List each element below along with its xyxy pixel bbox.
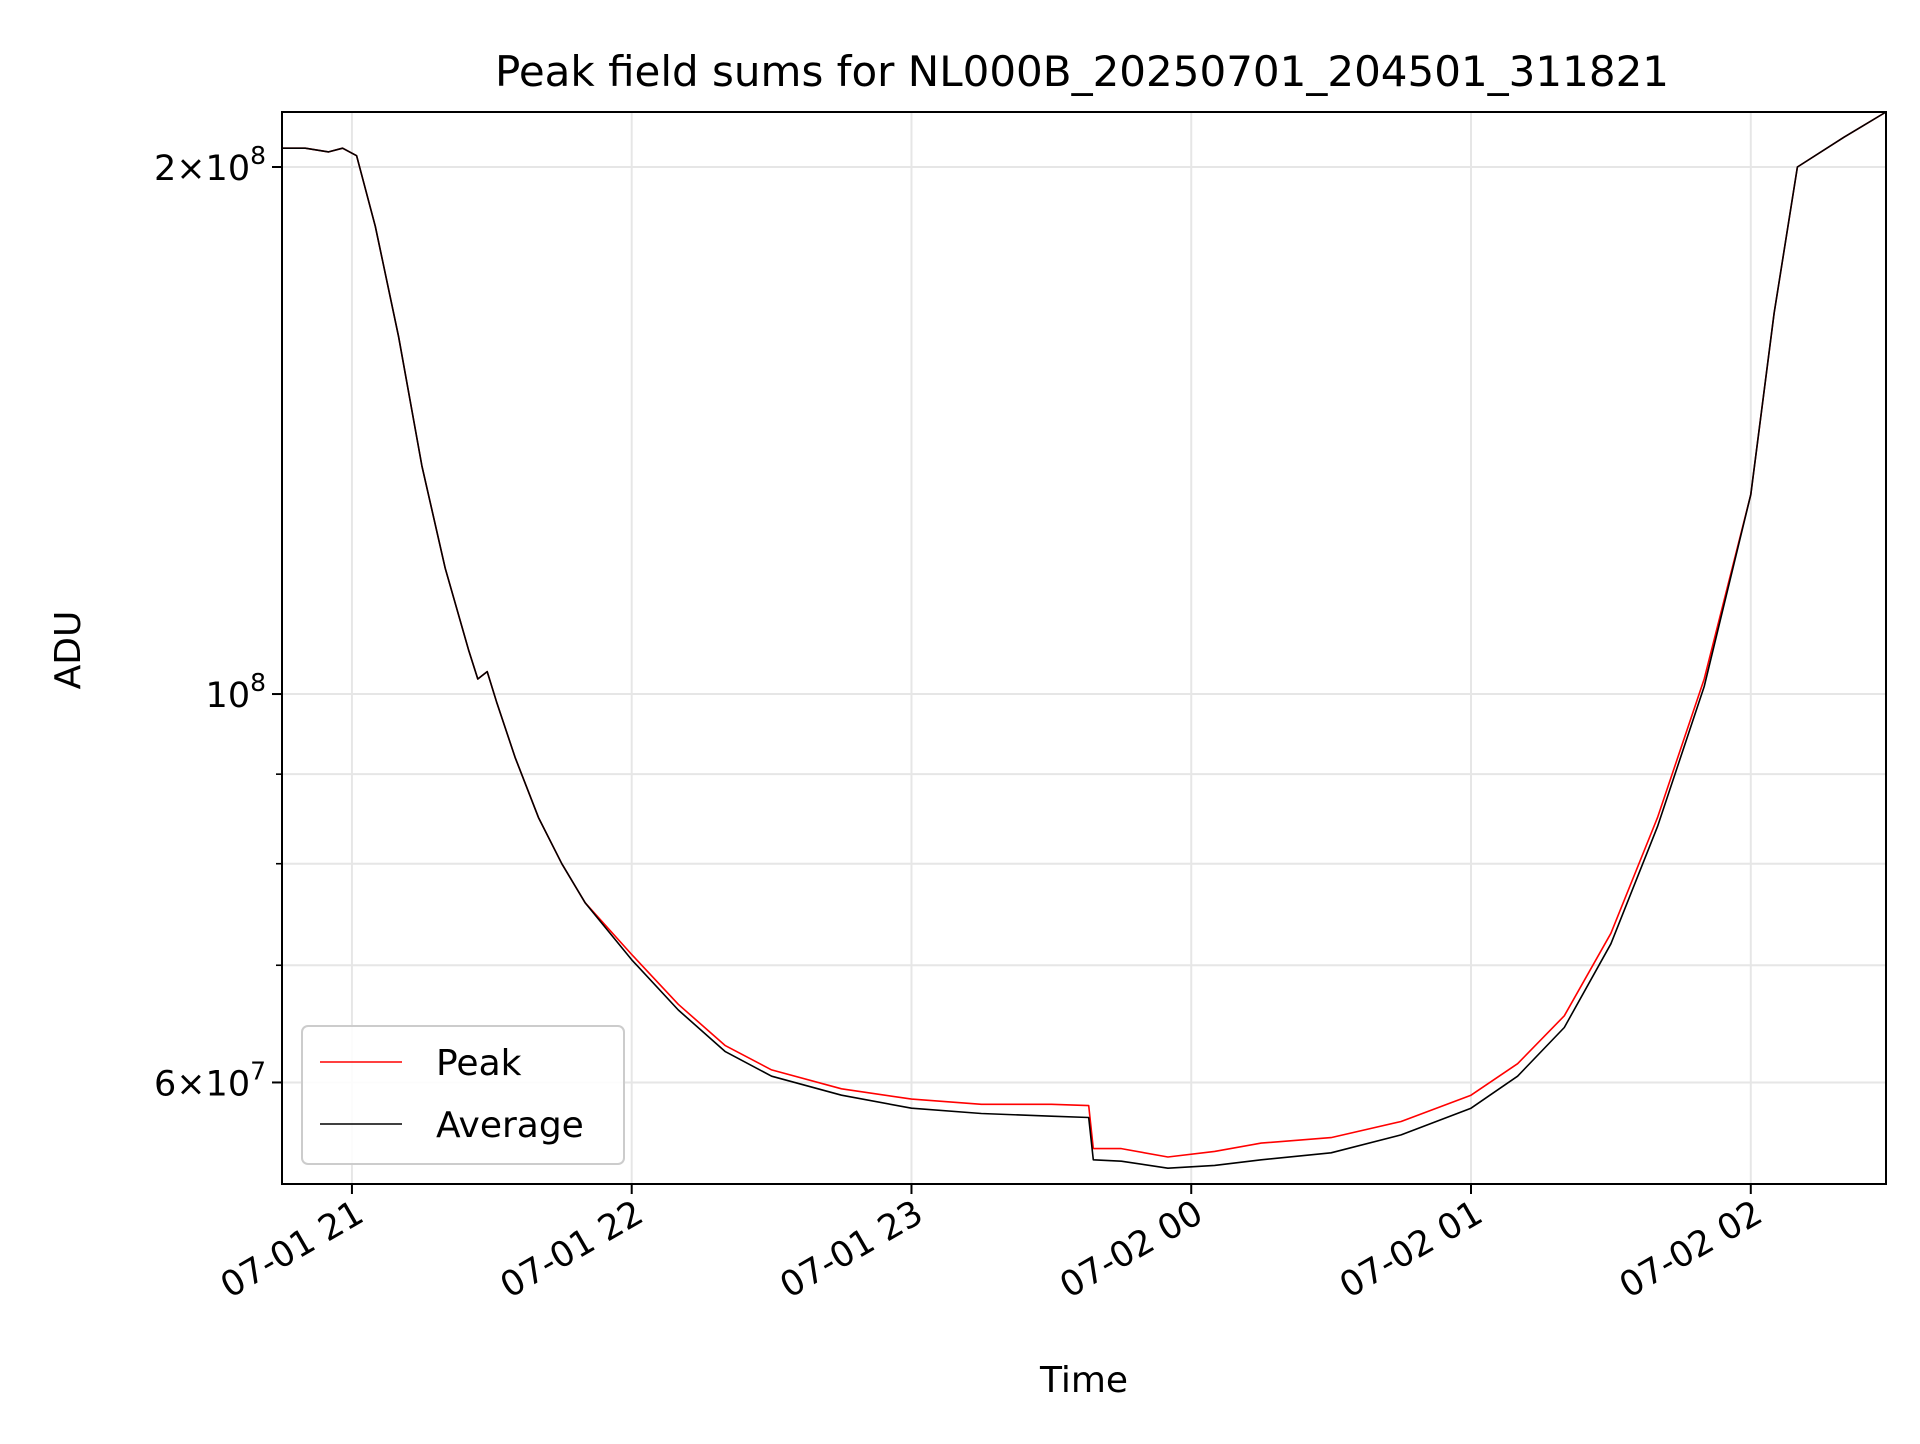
y-axis: 6×107 108 2×108	[154, 141, 282, 1104]
y-tick-label: 2×108	[154, 141, 266, 189]
legend-label: Peak	[436, 1043, 522, 1084]
legend-box	[301, 1025, 625, 1165]
plot-frame	[281, 111, 1887, 1185]
chart-title: Peak field sums for NL000B_20250701_2045…	[495, 47, 1669, 96]
legend-label: Average	[436, 1105, 584, 1146]
series-average-line	[282, 111, 1887, 1169]
legend: Peak Average	[301, 1025, 625, 1165]
x-axis-label: Time	[1039, 1360, 1128, 1401]
y-tick-label: 108	[206, 668, 266, 716]
y-tick-label: 6×107	[154, 1056, 266, 1104]
y-axis-label: ADU	[48, 611, 89, 690]
series-layer	[282, 111, 1887, 1169]
grid	[282, 112, 1886, 1184]
